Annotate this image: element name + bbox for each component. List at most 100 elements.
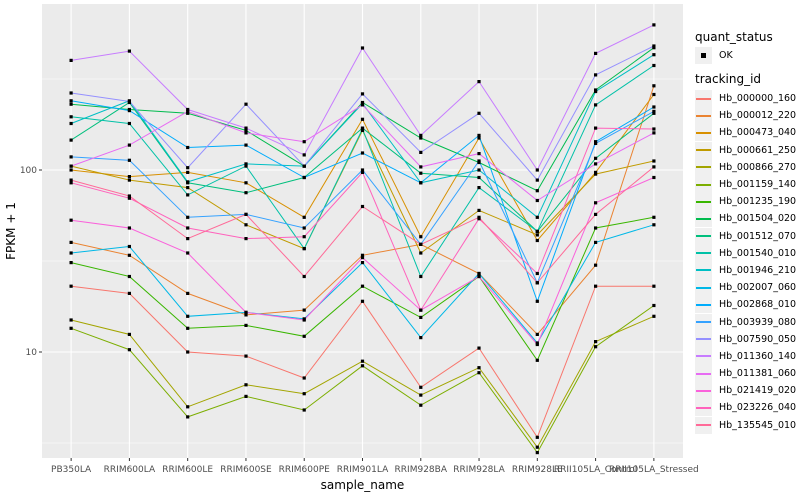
point-marker xyxy=(186,226,190,230)
point-marker xyxy=(302,247,306,251)
point-marker xyxy=(302,215,306,219)
point-marker xyxy=(652,23,656,27)
x-tick-label: RRIM928LE xyxy=(512,465,563,475)
point-marker xyxy=(652,175,656,180)
point-marker xyxy=(594,345,598,349)
point-marker xyxy=(652,84,656,88)
point-marker xyxy=(127,348,131,352)
point-marker xyxy=(127,143,131,147)
legend-item-label: Hb_002007_060 xyxy=(719,282,797,294)
point-marker xyxy=(594,89,598,94)
point-marker xyxy=(360,46,365,50)
point-marker xyxy=(594,162,598,166)
legend-panel: quant_status OK tracking_id Hb_000000_16… xyxy=(688,0,800,500)
point-marker xyxy=(244,126,248,130)
point-marker xyxy=(244,102,248,106)
legend-item: Hb_003939_080 xyxy=(695,313,796,331)
point-marker xyxy=(419,242,423,246)
point-marker xyxy=(69,91,73,95)
point-marker xyxy=(127,178,131,182)
point-marker xyxy=(477,159,481,163)
point-marker xyxy=(69,240,73,244)
point-marker xyxy=(127,196,131,200)
series-points-Hb_001159_140 xyxy=(69,303,656,455)
point-marker xyxy=(302,226,306,230)
legend-key-box xyxy=(695,382,712,400)
point-marker xyxy=(419,235,423,239)
point-marker xyxy=(535,299,539,303)
point-marker xyxy=(302,334,306,338)
series-points-Hb_000473_040 xyxy=(69,92,656,243)
x-tick-label: RRIM928LA xyxy=(453,465,505,475)
point-marker xyxy=(69,261,73,265)
legend-key-box xyxy=(695,227,712,245)
point-marker xyxy=(302,392,306,396)
legend-item: Hb_001159_140 xyxy=(695,176,796,194)
x-tick-label: RRIM901LA xyxy=(337,465,389,475)
legend-item-label: Hb_011381_060 xyxy=(719,368,797,380)
legend-key-box xyxy=(695,279,712,297)
point-marker xyxy=(186,109,190,113)
point-marker xyxy=(652,109,656,113)
point-marker xyxy=(652,303,656,308)
point-marker xyxy=(244,383,248,387)
point-marker xyxy=(535,445,539,449)
legend-item-label: Hb_001540_010 xyxy=(719,247,797,259)
point-marker xyxy=(594,201,598,205)
legend-key-box xyxy=(695,210,712,228)
point-marker xyxy=(186,215,190,219)
point-marker xyxy=(535,238,539,243)
point-marker xyxy=(419,385,423,389)
point-marker xyxy=(69,102,73,106)
point-marker xyxy=(652,314,656,318)
legend-item-label: Hb_023226_040 xyxy=(719,402,797,414)
point-marker xyxy=(360,151,365,155)
point-marker xyxy=(535,198,539,203)
point-marker xyxy=(419,315,423,319)
point-marker xyxy=(69,326,73,330)
point-marker xyxy=(652,131,656,135)
legend-key-line xyxy=(696,424,711,427)
point-marker xyxy=(127,253,131,257)
point-marker xyxy=(477,186,481,190)
point-marker xyxy=(477,271,481,276)
point-marker-icon xyxy=(701,53,706,58)
x-tick-label: RRIM928BA xyxy=(395,465,448,475)
point-marker xyxy=(360,117,365,121)
point-marker xyxy=(244,223,248,227)
point-marker xyxy=(419,274,423,279)
point-marker xyxy=(186,107,190,112)
legend-item-label: Hb_001512_070 xyxy=(719,230,797,242)
point-marker xyxy=(535,342,539,347)
point-marker xyxy=(360,253,365,257)
point-marker xyxy=(535,451,539,455)
point-marker xyxy=(127,49,131,53)
legend-key-line xyxy=(696,97,711,100)
legend-key-line xyxy=(696,269,711,272)
point-marker xyxy=(302,175,306,180)
point-marker xyxy=(652,284,656,288)
point-marker xyxy=(186,314,190,318)
point-marker xyxy=(652,159,656,163)
point-marker xyxy=(244,313,248,317)
point-marker xyxy=(594,126,598,130)
legend-item-label: Hb_000473_040 xyxy=(719,127,797,139)
point-marker xyxy=(302,318,306,322)
legend-title-tracking-id: tracking_id xyxy=(695,72,762,86)
point-marker xyxy=(594,170,598,174)
point-marker xyxy=(244,310,248,314)
point-marker xyxy=(419,165,423,169)
point-marker xyxy=(477,208,481,212)
point-marker xyxy=(535,233,539,237)
point-marker xyxy=(652,53,656,57)
legend-key-box xyxy=(695,416,712,434)
point-marker xyxy=(360,256,365,260)
point-marker xyxy=(594,156,598,160)
point-marker xyxy=(302,164,306,168)
point-marker xyxy=(477,136,481,140)
legend-key-box xyxy=(695,90,712,108)
point-marker xyxy=(535,332,539,336)
point-marker xyxy=(69,181,73,185)
legend-key-line xyxy=(696,355,711,358)
legend-key-line xyxy=(696,321,711,324)
